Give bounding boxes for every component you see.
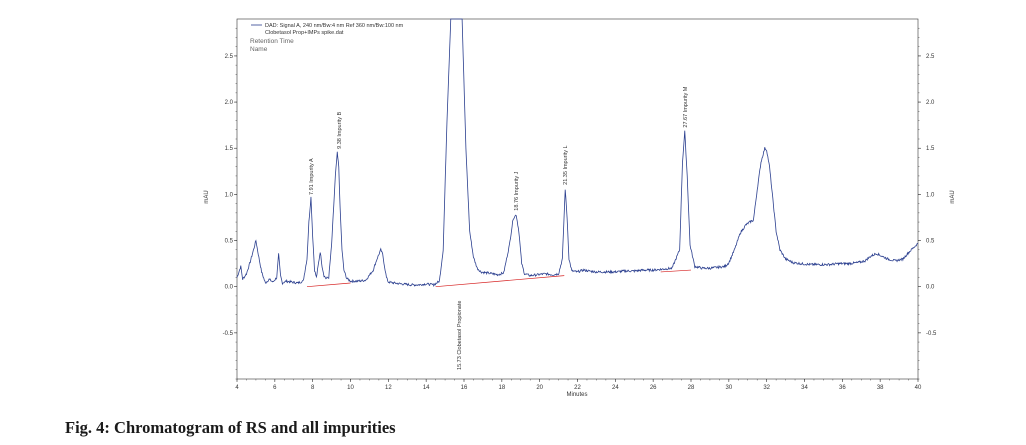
- x-tick-label: 8: [311, 385, 315, 391]
- x-tick-label: 24: [612, 385, 619, 391]
- integration-baselines: [306, 269, 692, 288]
- baseline-segment: [660, 269, 692, 273]
- meta-name: Name: [250, 46, 268, 53]
- x-tick-label: 10: [347, 385, 354, 391]
- y-tick-label-right: 2.0: [926, 100, 935, 106]
- y-tick-label-left: 2.5: [225, 54, 234, 60]
- peak-label: 27.67 Impurity M: [683, 86, 689, 127]
- x-tick-label: 26: [650, 385, 657, 391]
- x-tick-label: 34: [801, 385, 808, 391]
- x-tick-label: 28: [688, 385, 695, 391]
- baseline-segment: [306, 282, 351, 288]
- y-tick-label-left: 1.5: [225, 146, 234, 152]
- figure-caption: Fig. 4: Chromatogram of RS and all impur…: [65, 418, 396, 437]
- peak-label: 21.35 Impurity L: [563, 145, 569, 184]
- peak-label-main: 15.73 Clobetasol Propionate: [457, 301, 463, 370]
- x-tick-label: 30: [725, 385, 732, 391]
- y-tick-label-right: 1.5: [926, 146, 935, 152]
- y-axis-title-left: mAU: [204, 190, 210, 203]
- y-tick-label-left: 2.0: [225, 100, 234, 106]
- peak-label: 9.38 Impurity B: [337, 112, 343, 149]
- x-tick-label: 4: [235, 385, 239, 391]
- x-tick-label: 14: [423, 385, 430, 391]
- y-axis-title-right: mAU: [950, 190, 956, 203]
- legend-line2: Clobetasol Prop+IMPs spike.dat: [265, 30, 344, 36]
- peak-label: 7.91 Impurity A: [309, 158, 315, 195]
- x-tick-label: 16: [461, 385, 468, 391]
- series-signal-line: [236, 18, 919, 288]
- y-tick-label-left: -0.5: [223, 331, 234, 337]
- meta-retention-time: Retention Time: [250, 38, 294, 45]
- peak-label: 18.76 Impurity J: [514, 171, 520, 210]
- plot-frame: [236, 18, 919, 380]
- x-tick-label: 36: [839, 385, 846, 391]
- y-tick-label-left: 1.0: [225, 192, 234, 198]
- y-tick-label-right: -0.5: [926, 331, 937, 337]
- x-tick-label: 20: [536, 385, 543, 391]
- x-axis-title: Minutes: [566, 392, 587, 398]
- y-tick-label-left: 0.0: [225, 285, 234, 291]
- x-tick-label: 40: [915, 385, 922, 391]
- x-tick-label: 6: [273, 385, 277, 391]
- y-tick-label-left: 0.5: [225, 239, 234, 245]
- chromatogram-chart: DAD: Signal A, 240 nm/Bw:4 nm Ref 360 nm…: [204, 18, 956, 398]
- legend-line1: DAD: Signal A, 240 nm/Bw:4 nm Ref 360 nm…: [265, 23, 404, 29]
- y-tick-label-right: 2.5: [926, 54, 935, 60]
- x-tick-label: 12: [385, 385, 392, 391]
- y-tick-label-right: 1.0: [926, 192, 935, 198]
- y-tick-label-right: 0.0: [926, 285, 935, 291]
- x-tick-label: 18: [498, 385, 505, 391]
- x-tick-label: 32: [763, 385, 770, 391]
- x-tick-label: 38: [877, 385, 884, 391]
- y-tick-label-right: 0.5: [926, 239, 935, 245]
- peak-labels: 7.91 Impurity A 9.38 Impurity B 15.73 Clob…: [309, 86, 689, 370]
- axis-ticks: 4 6 8 10 12 14 16 18 20 22 24 26 28 30 32 34 36 38 40 -0.5 -…: [223, 28, 937, 391]
- x-tick-label: 22: [574, 385, 581, 391]
- baseline-segment: [435, 275, 565, 288]
